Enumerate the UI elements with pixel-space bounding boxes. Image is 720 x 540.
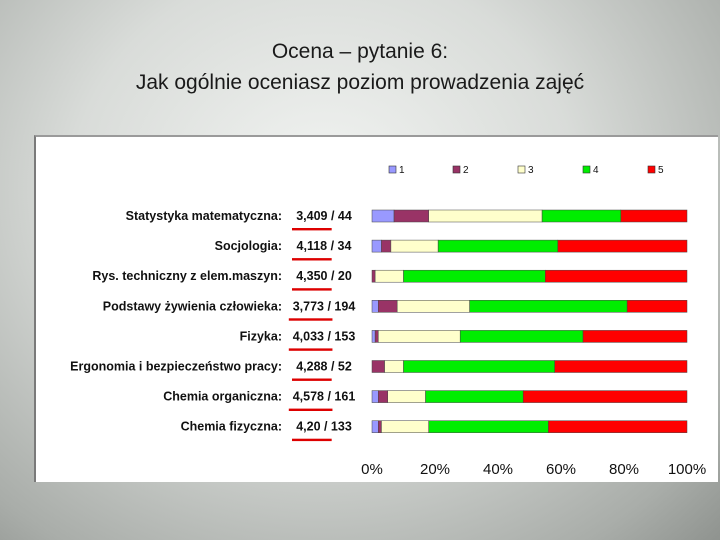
bar-segment-3 (396, 300, 470, 313)
bar-segment-2 (371, 269, 376, 283)
bar-segment-1 (371, 390, 379, 403)
category-label: Podstawy żywienia człowieka: (103, 299, 282, 313)
slide-title: Ocena – pytanie 6: Jak ogólnie oceniasz … (0, 36, 720, 98)
bar-segment-3 (378, 330, 461, 343)
score-annotation: 4,578 / 161 (293, 390, 356, 404)
category-label: Chemia organiczna: (163, 390, 282, 404)
bar-segment-4 (425, 390, 524, 403)
bar-segment-3 (381, 420, 429, 433)
bar-segment-2 (378, 390, 388, 403)
bar-segment-5 (626, 300, 688, 313)
category-label: Chemia fizyczna: (181, 420, 282, 434)
bar-segment-1 (371, 209, 395, 223)
slide-title-line2: Jak ogólnie oceniasz poziom prowadzenia … (135, 71, 585, 94)
bar-segment-5 (557, 239, 688, 253)
score-underline (288, 408, 333, 411)
legend-label-4: 4 (593, 165, 599, 176)
bar-segment-4 (437, 239, 559, 253)
score-underline (288, 318, 333, 321)
stacked-bar-chart: 1 2 3 4 5 Statystyka matematyczna: 3,409 / 44 S… (70, 165, 706, 478)
bar-segment-2 (378, 420, 382, 433)
bar-segment-2 (381, 239, 392, 253)
category-label: Fizyka: (240, 329, 282, 343)
category-label: Statystyka matematyczna: (126, 209, 282, 223)
score-annotation: 3,773 / 194 (293, 299, 356, 313)
score-annotation: 4,288 / 52 (296, 360, 352, 374)
x-tick-label: 60% (546, 461, 576, 478)
bar-segment-4 (469, 300, 628, 313)
chart-panel: 1 2 3 4 5 Statystyka matematyczna: 3,409 / 44 S… (34, 135, 718, 482)
bar-segment-4 (541, 209, 622, 223)
bar-segment-5 (582, 330, 688, 343)
legend-label-3: 3 (528, 165, 534, 176)
x-tick-label: 80% (609, 461, 639, 478)
x-tick-label: 40% (483, 461, 513, 478)
slide-title-line1: Ocena – pytanie 6: (271, 40, 449, 63)
bar-segment-1 (371, 300, 379, 313)
bar-segment-4 (459, 330, 584, 343)
bar-segment-5 (548, 420, 688, 433)
category-label: Ergonomia i bezpieczeństwo pracy: (70, 360, 282, 374)
score-underline (292, 438, 332, 442)
bar-segment-3 (390, 239, 439, 253)
bar-segment-3 (428, 209, 543, 223)
score-underline (288, 348, 333, 351)
x-tick-label: 100% (668, 461, 706, 478)
score-underline (292, 288, 332, 291)
bar-segment-3 (384, 360, 404, 373)
legend-swatch-3 (517, 165, 526, 174)
bar-segment-1 (371, 239, 382, 253)
score-annotation: 4,350 / 20 (296, 269, 352, 283)
score-underline (292, 258, 332, 261)
bar-segment-3 (374, 269, 404, 283)
legend-label-5: 5 (658, 165, 664, 176)
score-annotation: 3,409 / 44 (296, 209, 352, 223)
legend-swatch-4 (582, 165, 591, 174)
bar-segment-1 (371, 330, 376, 343)
legend-label-2: 2 (463, 165, 469, 176)
score-underline (292, 228, 332, 231)
score-underline (292, 378, 332, 381)
score-annotation: 4,20 / 133 (296, 420, 352, 434)
bar-segment-5 (522, 390, 688, 403)
bar-segment-5 (620, 209, 688, 223)
bar-segment-4 (403, 360, 555, 373)
bar-segment-5 (545, 269, 688, 283)
legend-swatch-2 (452, 165, 461, 174)
x-tick-label: 20% (420, 461, 450, 478)
bar-segment-5 (554, 360, 688, 373)
bar-segment-1 (371, 420, 379, 433)
bar-segment-2 (374, 330, 379, 343)
legend-swatch-1 (388, 165, 397, 174)
score-annotation: 4,033 / 153 (293, 329, 356, 343)
legend-label-1: 1 (399, 165, 405, 176)
x-tick-label: 0% (361, 461, 383, 478)
bar-segment-3 (387, 390, 426, 403)
legend-swatch-5 (647, 165, 656, 174)
category-label: Socjologia: (215, 239, 282, 253)
bar-segment-2 (371, 360, 385, 373)
bar-segment-4 (403, 269, 546, 283)
category-label: Rys. techniczny z elem.maszyn: (92, 269, 282, 283)
bar-segment-4 (428, 420, 549, 433)
bar-segment-2 (378, 300, 398, 313)
bar-segment-2 (393, 209, 429, 223)
score-annotation: 4,118 / 34 (297, 239, 352, 253)
